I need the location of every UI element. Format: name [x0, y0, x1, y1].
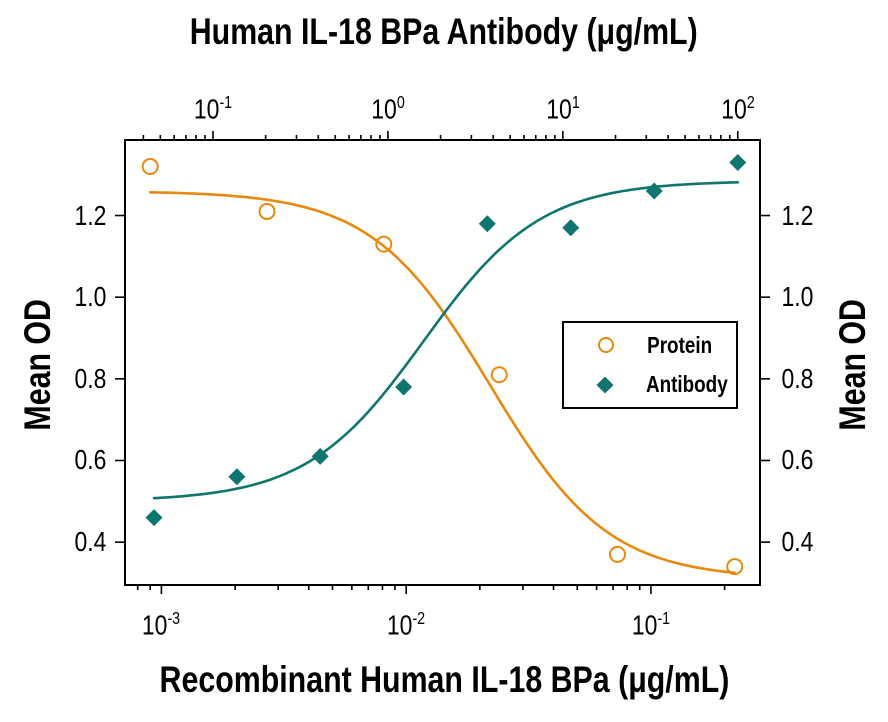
protein-data-point [258, 202, 276, 220]
left-tick-label: 0.6 [74, 444, 107, 476]
top-tick-label: 101 [546, 92, 580, 125]
bottom-tick-label: 10-3 [142, 608, 181, 641]
top-axis-title-text: Human IL-18 BPa Antibody (μg/mL) [190, 11, 698, 52]
antibody-data-point [645, 182, 663, 200]
legend-label-antibody: Antibody [645, 371, 728, 398]
right-tick-label: 1.0 [781, 281, 814, 313]
protein-data-point [490, 366, 508, 384]
protein-data-point [375, 235, 393, 253]
right-tick-label: 0.6 [781, 444, 814, 476]
left-tick-label: 1.2 [74, 199, 107, 231]
antibody-data-point [562, 219, 580, 237]
protein-data-point [608, 545, 626, 563]
top-tick-label: 100 [371, 92, 405, 125]
antibody-data-point [395, 378, 413, 396]
left-tick-label: 1.0 [74, 281, 107, 313]
bottom-tick-label: 10-1 [631, 608, 671, 641]
right-tick-label: 0.4 [781, 526, 814, 558]
protein-data-point [141, 158, 159, 176]
protein-data-point [726, 558, 744, 576]
legend-item-protein: Protein [564, 328, 736, 362]
legend-item-antibody: Antibody [564, 368, 736, 402]
bottom-axis-title: Recombinant Human IL-18 BPa (μg/mL) [0, 658, 888, 702]
legend-label-protein: Protein [647, 331, 713, 358]
right-tick-label: 1.2 [781, 199, 814, 231]
top-tick-label: 102 [721, 92, 755, 125]
antibody-data-point [729, 153, 747, 171]
plot-frame [124, 139, 761, 586]
antibody-data-point [478, 215, 496, 233]
top-axis-title: Human IL-18 BPa Antibody (μg/mL) [0, 10, 888, 54]
right-tick-label: 0.8 [781, 362, 814, 394]
left-tick-label: 0.4 [74, 526, 107, 558]
antibody-fit-curve [152, 181, 740, 500]
antibody-data-point [145, 509, 163, 527]
antibody-data-point [311, 447, 329, 465]
bottom-tick-label: 10-2 [387, 608, 426, 641]
top-tick-label: 10-1 [193, 92, 233, 125]
protein-fit-curve [148, 191, 736, 575]
left-tick-label: 0.8 [74, 362, 107, 394]
legend: Protein Antibody [562, 321, 738, 409]
open-circle-marker-icon [598, 337, 614, 354]
filled-diamond-marker-icon [596, 376, 614, 394]
antibody-data-point [228, 468, 246, 486]
bottom-axis-title-text: Recombinant Human IL-18 BPa (μg/mL) [159, 659, 729, 700]
